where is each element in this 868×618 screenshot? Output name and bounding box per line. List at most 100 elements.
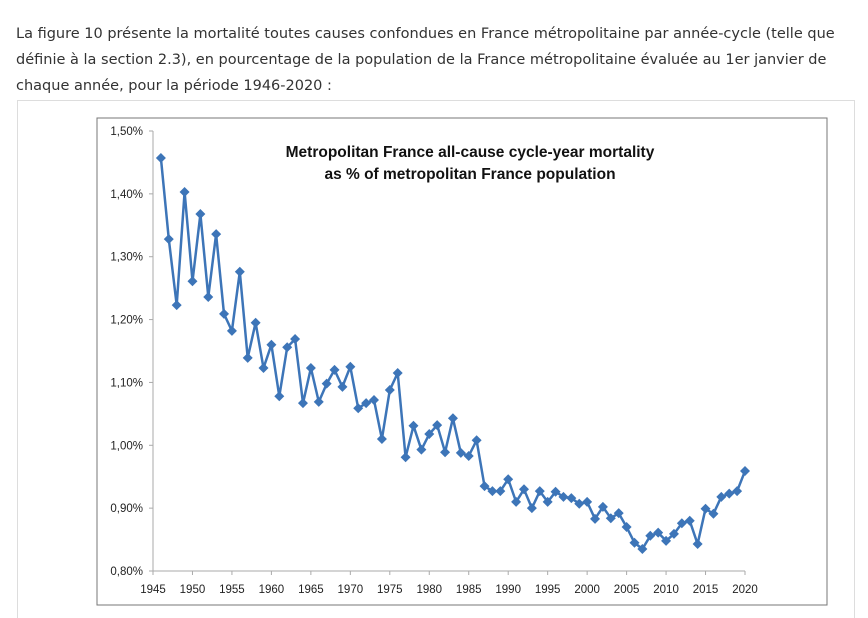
data-point-2016 [708,508,719,519]
data-point-1950 [187,276,198,287]
data-point-2019 [732,486,743,497]
data-point-1989 [495,486,506,497]
data-point-2003 [605,513,616,524]
data-point-1946 [155,153,166,164]
data-point-1994 [534,486,545,497]
data-point-1969 [337,381,348,392]
data-point-1976 [392,368,403,378]
data-point-1971 [353,403,364,414]
data-point-1958 [250,317,261,328]
data-point-1988 [487,486,498,497]
x-tick-label: 2010 [653,584,679,596]
x-tick-label: 1980 [416,584,442,596]
data-point-1992 [518,484,529,495]
data-point-1959 [258,362,269,373]
x-tick-label: 1965 [298,584,324,596]
data-point-1973 [369,395,380,406]
data-point-1963 [290,334,301,345]
x-tick-label: 1985 [456,584,482,596]
data-point-1953 [211,229,222,240]
data-point-2017 [716,491,727,502]
data-point-1985 [463,450,474,461]
chart-title-line-1: Metropolitan France all-cause cycle-year… [286,144,655,161]
figure-frame [17,100,855,618]
data-point-1952 [203,291,214,302]
data-point-1981 [432,420,443,431]
data-point-1956 [234,266,245,277]
data-point-1948 [171,300,182,311]
x-tick-label: 1990 [495,584,521,596]
data-point-1983 [447,413,458,424]
data-point-1980 [424,428,435,439]
x-tick-label: 1945 [140,584,166,596]
data-point-1993 [526,503,537,514]
data-point-1990 [503,474,514,485]
x-tick-label: 2005 [614,584,640,596]
data-point-1947 [163,234,174,245]
y-tick-label: 1,40% [110,189,143,201]
data-point-1997 [558,491,569,502]
y-tick-label: 1,00% [110,440,143,452]
x-tick-label: 2015 [693,584,719,596]
intro-paragraph: La figure 10 présente la mortalité toute… [16,25,835,94]
y-tick-label: 0,80% [110,566,143,578]
data-point-1982 [440,447,451,458]
data-point-2010 [661,535,672,546]
data-point-1987 [479,481,490,492]
data-point-2002 [597,501,608,512]
data-point-1954 [219,308,230,319]
x-tick-label: 1955 [219,584,245,596]
x-tick-label: 2020 [732,584,758,596]
data-point-1972 [361,398,372,409]
data-point-1967 [321,378,332,389]
data-point-2007 [637,544,648,554]
data-point-1964 [297,398,308,409]
y-tick-label: 1,20% [110,315,143,327]
data-point-1991 [511,496,522,507]
chart-title-line-2: as % of metropolitan France population [324,166,615,183]
data-point-1949 [179,186,190,197]
data-point-2018 [724,488,735,499]
data-point-1995 [542,496,553,507]
data-point-1978 [408,420,419,431]
data-point-1977 [400,452,411,463]
data-point-2004 [613,508,624,519]
y-tick-label: 1,10% [110,377,143,389]
y-tick-label: 0,90% [110,503,143,515]
data-point-1960 [266,339,277,350]
x-tick-label: 1950 [180,584,206,596]
data-point-2014 [692,538,703,549]
data-point-1975 [384,384,395,395]
data-point-1968 [329,364,340,375]
data-point-1986 [471,435,482,446]
data-point-1984 [455,447,466,458]
data-point-1957 [242,352,253,363]
x-tick-label: 1970 [338,584,364,596]
data-point-1979 [416,444,427,455]
y-tick-label: 1,50% [110,126,143,138]
x-tick-label: 1960 [259,584,285,596]
x-tick-label: 1975 [377,584,403,596]
data-point-1961 [274,391,285,402]
data-point-1974 [376,434,387,444]
data-point-1996 [550,486,561,497]
data-point-1999 [574,498,585,509]
chart-border [96,117,828,606]
data-point-1970 [345,361,356,372]
data-point-1951 [195,208,206,219]
data-point-2020 [740,466,750,477]
data-point-2001 [590,513,601,524]
data-point-2012 [676,518,687,529]
data-point-2006 [629,537,640,548]
data-point-2005 [621,522,632,532]
data-point-1998 [566,493,577,504]
y-tick-label: 1,30% [110,252,143,264]
data-point-2013 [684,515,695,526]
data-point-1962 [282,342,293,353]
data-point-1955 [226,325,237,336]
data-point-2009 [653,527,664,538]
x-tick-label: 1995 [535,584,561,596]
data-point-1966 [313,396,324,407]
data-point-2008 [645,530,656,541]
